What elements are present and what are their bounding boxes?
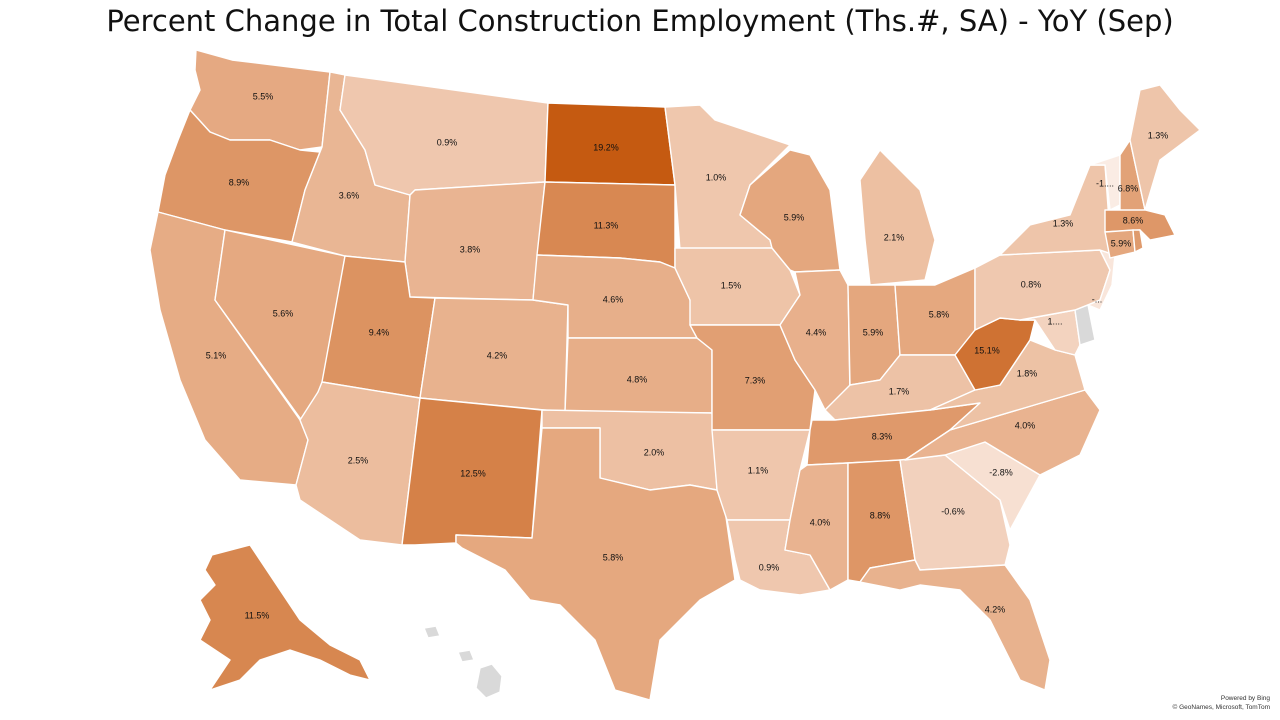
state-HI-oahu[interactable] — [423, 625, 441, 639]
map-title: Percent Change in Total Construction Emp… — [106, 4, 1174, 38]
label-IA: 1.5% — [721, 280, 742, 290]
state-TX[interactable] — [455, 427, 736, 701]
label-WY: 3.8% — [460, 244, 481, 254]
label-NH: 6.8% — [1118, 183, 1139, 193]
label-TX: 5.8% — [603, 552, 624, 562]
label-ID: 3.6% — [339, 190, 360, 200]
label-AL: 8.8% — [870, 510, 891, 520]
label-WI: 5.9% — [784, 212, 805, 222]
label-MS: 4.0% — [810, 517, 831, 527]
state-HI-big[interactable] — [475, 663, 503, 699]
label-AR: 1.1% — [748, 465, 769, 475]
state-AK[interactable] — [199, 544, 371, 691]
label-WA: 5.5% — [253, 91, 274, 101]
label-UT: 9.4% — [369, 327, 390, 337]
label-OR: 8.9% — [229, 177, 250, 187]
label-OK: 2.0% — [644, 447, 665, 457]
label-MA: 8.6% — [1123, 215, 1144, 225]
label-AZ: 2.5% — [348, 455, 369, 465]
label-GA: -0.6% — [941, 506, 965, 516]
label-PA: 0.8% — [1021, 279, 1042, 289]
label-VA: 1.8% — [1017, 368, 1038, 378]
label-IN: 5.9% — [863, 327, 884, 337]
label-MN: 1.0% — [706, 172, 727, 182]
label-OH: 5.8% — [929, 309, 950, 319]
label-SD: 11.3% — [594, 220, 619, 230]
label-NV: 5.6% — [273, 308, 294, 318]
label-MT: 0.9% — [437, 137, 458, 147]
label-FL: 4.2% — [985, 604, 1006, 614]
state-NC[interactable] — [904, 389, 1101, 476]
label-AK: 11.5% — [245, 610, 270, 620]
label-NC: 4.0% — [1015, 420, 1036, 430]
label-WV: 15.1% — [974, 345, 1000, 355]
state-ME[interactable] — [1129, 84, 1201, 211]
state-VT[interactable] — [1089, 154, 1121, 211]
map-credit: Powered by Bing © GeoNames, Microsoft, T… — [1173, 694, 1271, 712]
label-CO: 4.2% — [487, 350, 508, 360]
label-ND: 19.2% — [593, 142, 619, 152]
label-LA: 0.9% — [759, 562, 780, 572]
credit-copyright: © GeoNames, Microsoft, TomTom — [1172, 704, 1271, 711]
label-NY: 1.3% — [1053, 218, 1074, 228]
label-ME: 1.3% — [1148, 130, 1169, 140]
label-CT: 5.9% — [1111, 238, 1132, 248]
label-IL: 4.4% — [806, 327, 827, 337]
label-VT: -1.... — [1096, 178, 1114, 188]
label-KY: 1.7% — [889, 386, 910, 396]
state-IL[interactable] — [779, 269, 851, 411]
label-NE: 4.6% — [603, 294, 624, 304]
label-TN: 8.3% — [872, 431, 893, 441]
label-SC: -2.8% — [989, 467, 1013, 477]
label-NJ: -... — [1092, 294, 1103, 304]
state-RI[interactable] — [1132, 229, 1144, 253]
label-KS: 4.8% — [627, 374, 648, 384]
label-CA: 5.1% — [206, 350, 227, 360]
state-FL[interactable] — [859, 559, 1051, 691]
label-MI: 2.1% — [884, 232, 905, 242]
label-MO: 7.3% — [745, 375, 766, 385]
label-NM: 12.5% — [460, 468, 486, 478]
state-MI[interactable] — [859, 149, 936, 286]
state-NJ[interactable] — [1087, 249, 1116, 311]
state-HI-maui[interactable] — [457, 649, 475, 663]
state-WY[interactable] — [404, 181, 546, 301]
label-MD: 1.... — [1047, 316, 1062, 326]
credit-powered-by: Powered by Bing — [1220, 695, 1270, 702]
